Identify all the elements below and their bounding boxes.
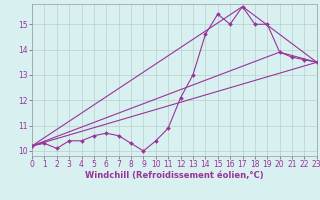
X-axis label: Windchill (Refroidissement éolien,°C): Windchill (Refroidissement éolien,°C) <box>85 171 264 180</box>
